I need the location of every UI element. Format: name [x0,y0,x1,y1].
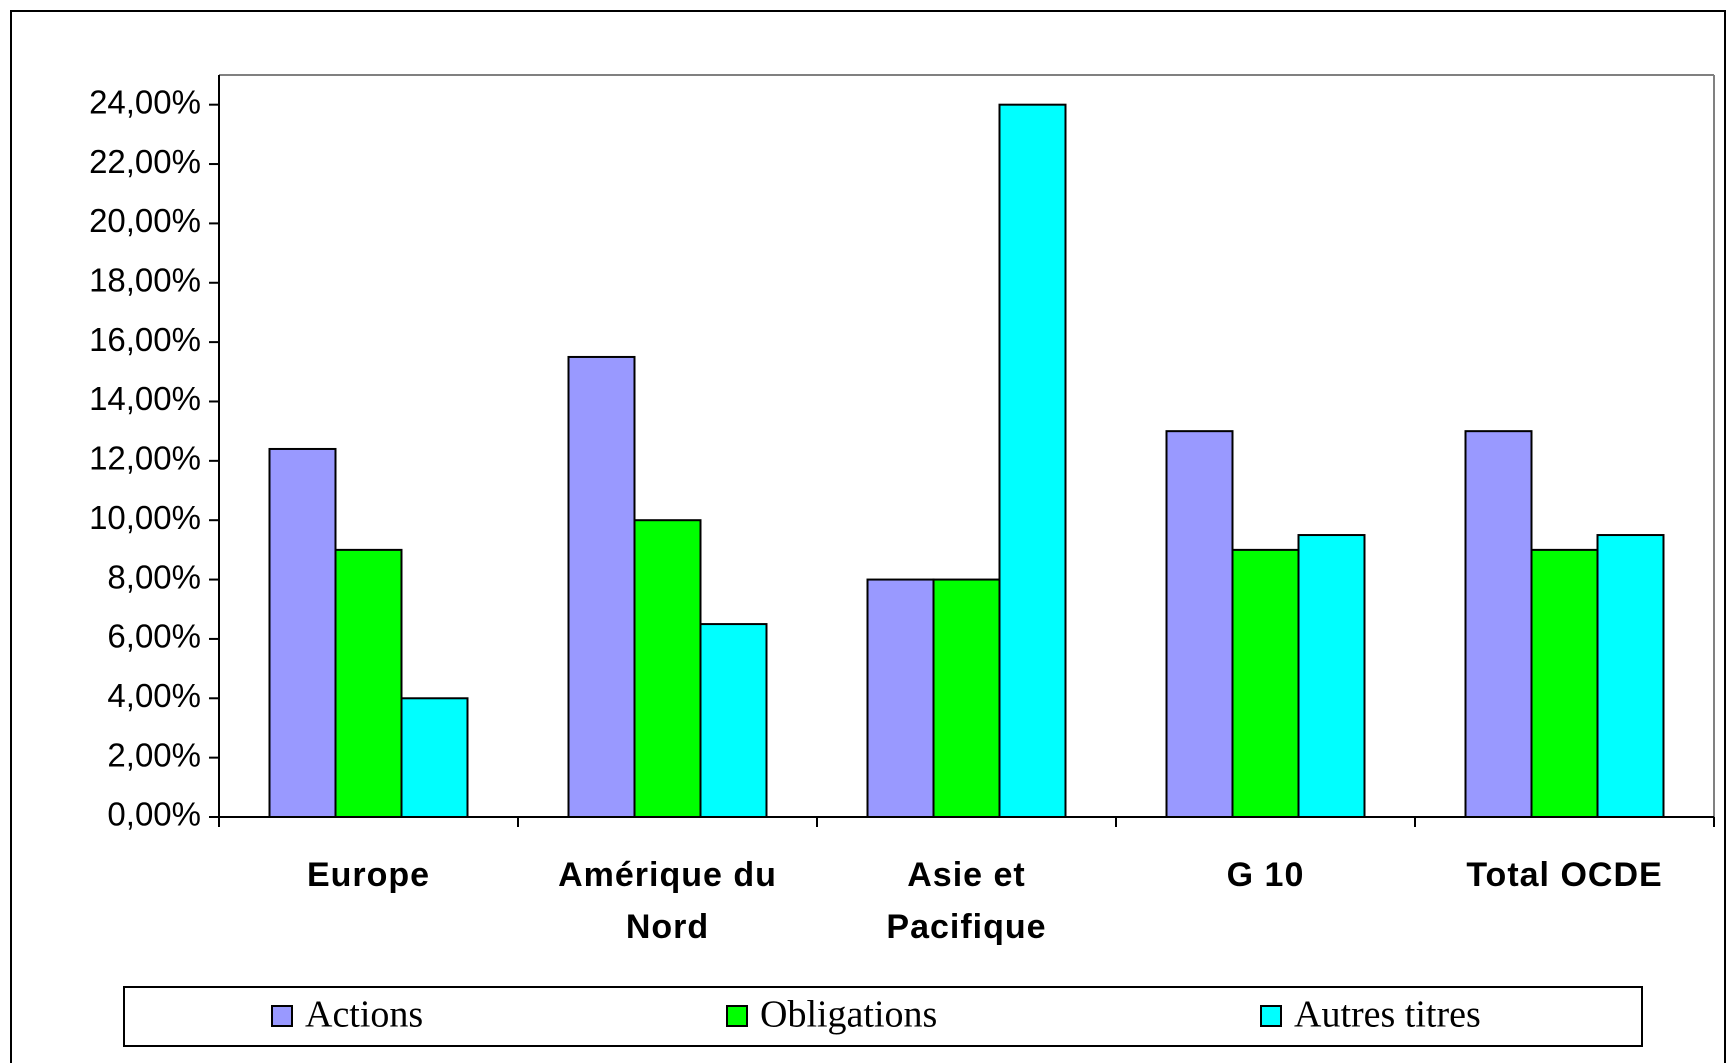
y-tick-label: 6,00% [107,618,201,655]
legend-swatch [726,1005,748,1027]
bar [1297,534,1366,818]
legend-label: Obligations [760,994,937,1036]
legend-label: Actions [305,994,423,1036]
bar [633,519,702,818]
x-tick-label: Asie et Pacifique [886,856,1047,946]
bar [400,697,469,819]
bar [1464,430,1533,818]
y-tick-label: 18,00% [89,261,201,298]
x-tick-label: Europe [306,856,431,894]
bar [1530,548,1599,818]
x-tick-label: Total OCDE [1466,856,1663,894]
bar [699,623,768,819]
x-tick-label: G 10 [1226,856,1305,894]
y-tick-label: 10,00% [89,499,201,536]
bar [334,548,403,818]
y-tick-label: 14,00% [89,380,201,417]
y-tick-label: 16,00% [89,321,201,358]
y-tick-label: 12,00% [89,440,201,477]
bar [932,578,1001,818]
bar [268,447,337,818]
legend-swatch [1260,1005,1282,1027]
chart-border [10,10,1726,1063]
y-tick-label: 2,00% [107,736,201,773]
y-tick-label: 0,00% [107,796,201,833]
y-tick-label: 24,00% [89,83,201,120]
y-tick-label: 4,00% [107,677,201,714]
y-tick-label: 8,00% [107,558,201,595]
x-tick-label: Amérique du Nord [558,856,777,946]
legend-swatch [271,1005,293,1027]
bar [1231,548,1300,818]
y-tick-label: 20,00% [89,202,201,239]
bar [866,578,935,818]
legend-box [123,986,1643,1047]
bar [998,103,1067,819]
legend-label: Autres titres [1294,994,1481,1036]
bar [567,355,636,818]
bar [1165,430,1234,818]
bar [1596,534,1665,818]
y-tick-label: 22,00% [89,143,201,180]
